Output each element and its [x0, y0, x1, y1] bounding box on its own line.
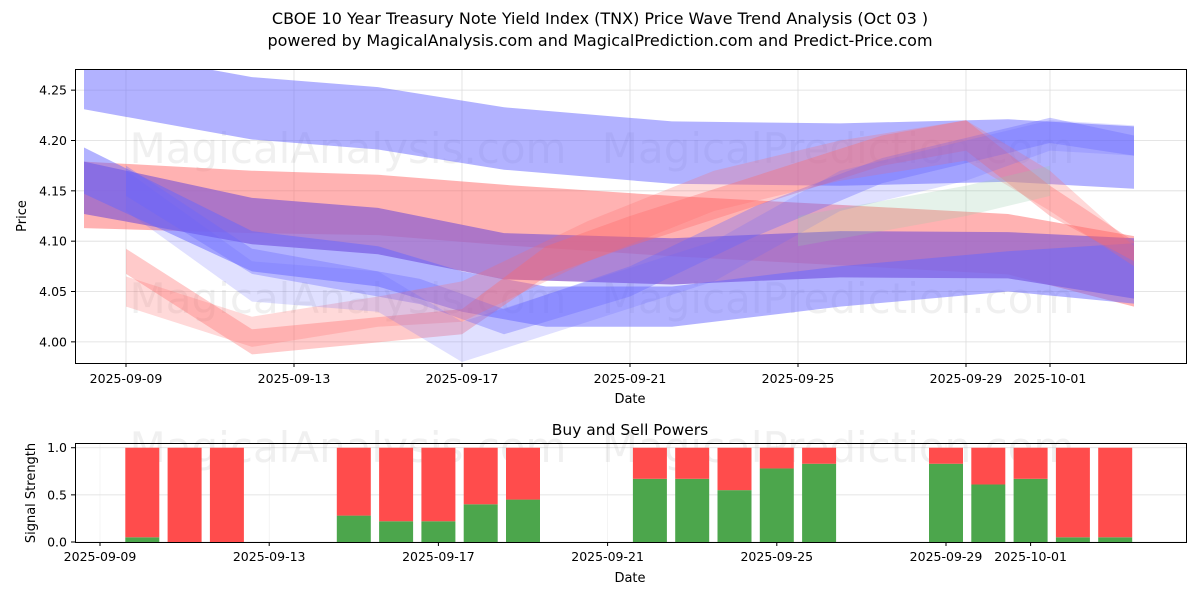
buy-power-bar — [971, 484, 1006, 542]
price-bands — [84, 69, 1134, 362]
band-short-term-blue-a — [126, 120, 1134, 362]
sell-power-bar — [802, 447, 837, 464]
y-tick-label: 0.5 — [47, 487, 67, 502]
sell-power-bar — [336, 447, 371, 516]
x-tick-label: 2025-09-21 — [594, 371, 667, 386]
signal-chart-title: Buy and Sell Powers — [552, 421, 709, 439]
band-long-term-upper-blue — [84, 69, 1134, 189]
signal-x-axis-label: Date — [614, 571, 645, 586]
x-tick-label: 2025-09-09 — [64, 549, 137, 564]
x-tick-label: 2025-09-29 — [930, 371, 1003, 386]
buy-power-bar — [421, 521, 456, 542]
chart-subtitle: powered by MagicalAnalysis.com and Magic… — [267, 31, 933, 50]
sell-power-bar — [929, 447, 963, 464]
buy-power-bar — [675, 478, 710, 542]
buy-power-bar — [1013, 478, 1048, 542]
sell-power-bar — [379, 447, 414, 522]
sell-power-bar — [209, 447, 244, 542]
band-short-term-green — [798, 165, 1050, 247]
buy-power-bar — [759, 468, 794, 542]
band-long-term-lower-blue — [84, 147, 1134, 327]
signal-y-axis-label: Signal Strength — [24, 443, 39, 543]
x-tick-label: 2025-09-21 — [571, 549, 644, 564]
sell-power-bar — [759, 447, 794, 469]
x-tick-label: 2025-09-25 — [762, 371, 835, 386]
buy-power-bar — [802, 463, 837, 542]
signal-axes-frame — [75, 443, 1187, 543]
sell-power-bar — [1013, 447, 1048, 479]
sell-power-bar — [506, 447, 540, 500]
sell-power-bar — [717, 447, 752, 491]
sell-power-bar — [675, 447, 710, 479]
chart-title: CBOE 10 Year Treasury Note Yield Index (… — [271, 9, 929, 28]
sell-power-bar — [632, 447, 667, 479]
band-mid-term-blue-rising — [126, 117, 1134, 335]
sell-power-bar — [1098, 447, 1133, 538]
band-long-term-red — [84, 161, 1134, 307]
x-tick-label: 2025-09-29 — [910, 549, 983, 564]
y-tick-label: 4.20 — [39, 133, 67, 148]
buy-power-bar — [1098, 537, 1133, 542]
y-tick-label: 0.0 — [47, 535, 67, 550]
sell-power-bar — [971, 447, 1006, 485]
sell-power-bar — [463, 447, 498, 505]
y-tick-label: 4.25 — [39, 83, 67, 98]
signal-ticks: 2025-09-09 2025-09-13 2025-09-17 2025-09-21… — [47, 440, 1067, 564]
buy-power-bar — [463, 504, 498, 542]
buy-power-bar — [632, 478, 667, 542]
x-tick-label: 2025-09-17 — [402, 549, 475, 564]
y-tick-label: 4.10 — [39, 234, 67, 249]
buy-power-bar — [929, 463, 963, 542]
band-mid-term-red-rising — [126, 120, 1134, 355]
x-tick-label: 2025-10-01 — [1014, 371, 1087, 386]
signal-chart: Buy and Sell Powers MagicalAnalysis.com … — [24, 421, 1187, 586]
buy-power-bar — [1055, 537, 1090, 542]
signal-bars — [125, 447, 1133, 542]
buy-power-bar — [379, 521, 414, 542]
price-axes-frame — [75, 69, 1187, 364]
buy-power-bar — [125, 537, 160, 542]
sell-power-bar — [167, 447, 202, 542]
price-y-axis-label: Price — [15, 200, 30, 232]
buy-power-bar — [717, 490, 752, 542]
x-tick-label: 2025-09-17 — [426, 371, 499, 386]
price-chart: MagicalAnalysis.com MagicalPrediction.co… — [15, 69, 1187, 407]
y-tick-label: 4.05 — [39, 284, 67, 299]
y-tick-label: 4.15 — [39, 183, 67, 198]
x-tick-label: 2025-09-09 — [90, 371, 163, 386]
buy-power-bar — [336, 515, 371, 542]
band-short-term-red-a — [126, 120, 1134, 347]
sell-power-bar — [125, 447, 160, 538]
sell-power-bar — [421, 447, 456, 522]
x-tick-label: 2025-09-13 — [233, 549, 306, 564]
buy-power-bar — [506, 499, 540, 542]
x-tick-label: 2025-09-13 — [258, 371, 331, 386]
price-ticks: 2025-09-09 2025-09-13 2025-09-17 2025-09-21… — [39, 83, 1086, 386]
x-tick-label: 2025-10-01 — [994, 549, 1067, 564]
y-tick-label: 1.0 — [47, 440, 67, 455]
x-tick-label: 2025-09-25 — [740, 549, 813, 564]
y-tick-label: 4.00 — [39, 334, 67, 349]
sell-power-bar — [1055, 447, 1090, 538]
price-x-axis-label: Date — [614, 392, 645, 407]
